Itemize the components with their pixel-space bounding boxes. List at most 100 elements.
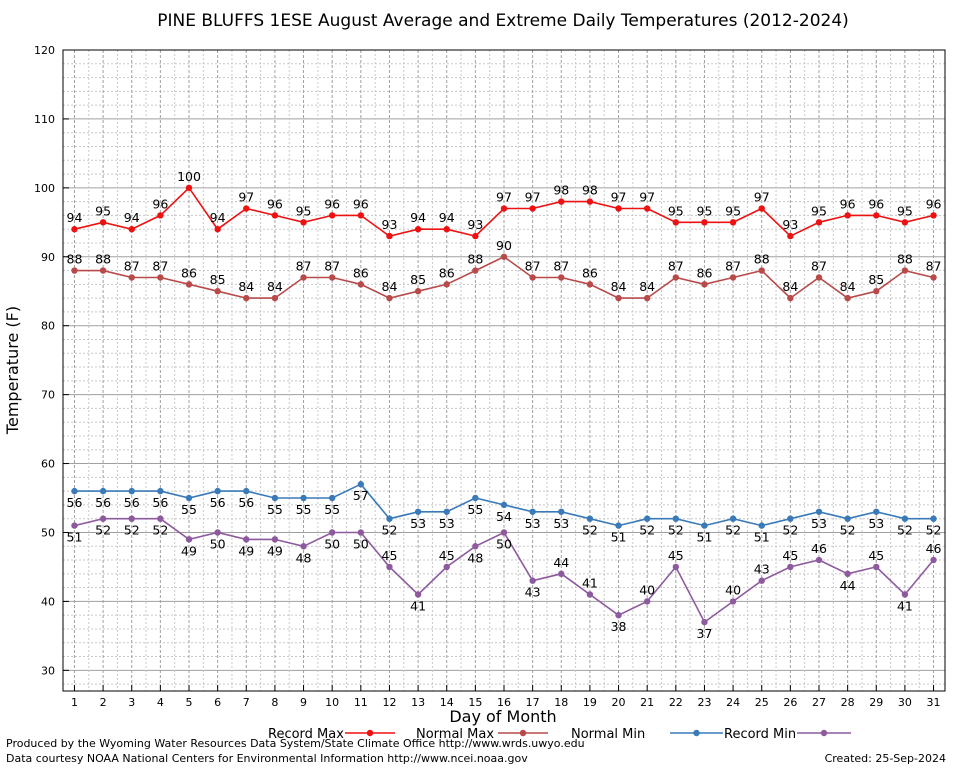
x-tick-label: 10 — [325, 696, 339, 709]
data-point — [815, 556, 823, 564]
data-label: 88 — [95, 252, 111, 267]
data-label: 49 — [238, 543, 254, 558]
data-label: 55 — [181, 502, 197, 517]
data-point — [586, 515, 594, 522]
data-point — [586, 281, 594, 288]
data-label: 52 — [639, 523, 655, 538]
data-point — [357, 212, 365, 219]
data-point — [500, 529, 508, 536]
x-tick-label: 12 — [382, 696, 396, 709]
data-label: 86 — [439, 265, 455, 280]
data-point — [815, 508, 823, 515]
y-tick-label: 50 — [41, 526, 55, 539]
legend-entry-marker — [366, 729, 374, 737]
data-label: 87 — [811, 258, 827, 273]
data-label: 84 — [840, 279, 856, 294]
data-label: 55 — [267, 502, 283, 517]
data-label: 86 — [582, 265, 598, 280]
data-point — [643, 598, 651, 605]
data-point — [901, 515, 909, 522]
data-label: 97 — [238, 190, 254, 205]
data-point — [300, 219, 307, 226]
data-label: 45 — [439, 548, 455, 563]
data-label: 51 — [697, 530, 713, 545]
data-label: 52 — [926, 523, 942, 538]
data-point — [586, 591, 594, 598]
data-point — [185, 281, 193, 288]
data-point — [930, 515, 937, 522]
data-label: 96 — [353, 196, 369, 211]
y-axis-label: Temperature (F) — [3, 306, 22, 435]
data-point — [386, 563, 393, 571]
data-point — [729, 219, 737, 226]
data-label: 87 — [296, 258, 312, 273]
data-label: 45 — [782, 548, 798, 563]
data-point — [901, 591, 909, 598]
x-tick-label: 8 — [271, 696, 278, 709]
data-point — [701, 281, 708, 288]
data-label: 45 — [868, 548, 884, 563]
data-label: 50 — [324, 536, 340, 551]
data-label: 52 — [382, 523, 398, 538]
data-label: 84 — [782, 279, 798, 294]
data-point — [901, 267, 909, 274]
x-tick-label: 23 — [697, 696, 711, 709]
data-point — [185, 536, 193, 543]
data-point — [586, 198, 594, 205]
x-tick-label: 14 — [440, 696, 454, 709]
x-tick-label: 3 — [128, 696, 135, 709]
data-label: 53 — [439, 516, 455, 531]
data-point — [873, 288, 880, 295]
data-point — [414, 226, 422, 233]
data-point — [529, 577, 536, 584]
data-label: 53 — [553, 516, 569, 531]
legend-entry-marker — [519, 729, 527, 737]
legend-entry-marker — [693, 729, 700, 737]
x-tick-label: 9 — [300, 696, 307, 709]
data-label: 98 — [582, 183, 598, 198]
data-label: 40 — [639, 582, 655, 597]
data-point — [386, 232, 393, 240]
data-point — [271, 294, 279, 302]
data-point — [643, 294, 651, 302]
data-point — [787, 515, 794, 522]
data-label: 87 — [926, 258, 942, 273]
data-point — [128, 226, 135, 233]
data-point — [214, 226, 221, 233]
data-label: 85 — [210, 272, 226, 287]
series-lines — [71, 184, 937, 626]
y-tick-label: 90 — [41, 251, 55, 264]
data-label: 50 — [353, 536, 369, 551]
data-label: 41 — [897, 599, 913, 614]
data-label: 93 — [467, 217, 483, 232]
data-label: 56 — [152, 495, 168, 510]
data-point — [443, 281, 450, 288]
y-tick-label: 120 — [34, 44, 55, 57]
data-point — [99, 515, 107, 522]
x-tick-label: 19 — [583, 696, 597, 709]
data-point — [214, 529, 221, 536]
data-point — [214, 487, 221, 495]
data-point — [558, 508, 565, 515]
data-point — [472, 267, 479, 274]
data-point — [901, 219, 909, 226]
data-point — [443, 563, 450, 571]
data-label: 95 — [697, 203, 713, 218]
data-label: 48 — [296, 550, 312, 565]
data-point — [386, 294, 393, 302]
data-point — [758, 267, 765, 274]
data-label: 46 — [926, 541, 942, 556]
data-point — [672, 219, 680, 226]
data-point — [615, 611, 622, 619]
data-label: 85 — [868, 272, 884, 287]
data-point — [672, 274, 680, 281]
x-tick-label: 15 — [468, 696, 482, 709]
data-point — [128, 274, 135, 281]
data-point — [243, 536, 250, 543]
data-label: 93 — [382, 217, 398, 232]
data-label: 96 — [840, 196, 856, 211]
data-point — [414, 508, 422, 515]
data-label: 55 — [467, 502, 483, 517]
legend-entry-label: Normal Max — [416, 727, 494, 742]
